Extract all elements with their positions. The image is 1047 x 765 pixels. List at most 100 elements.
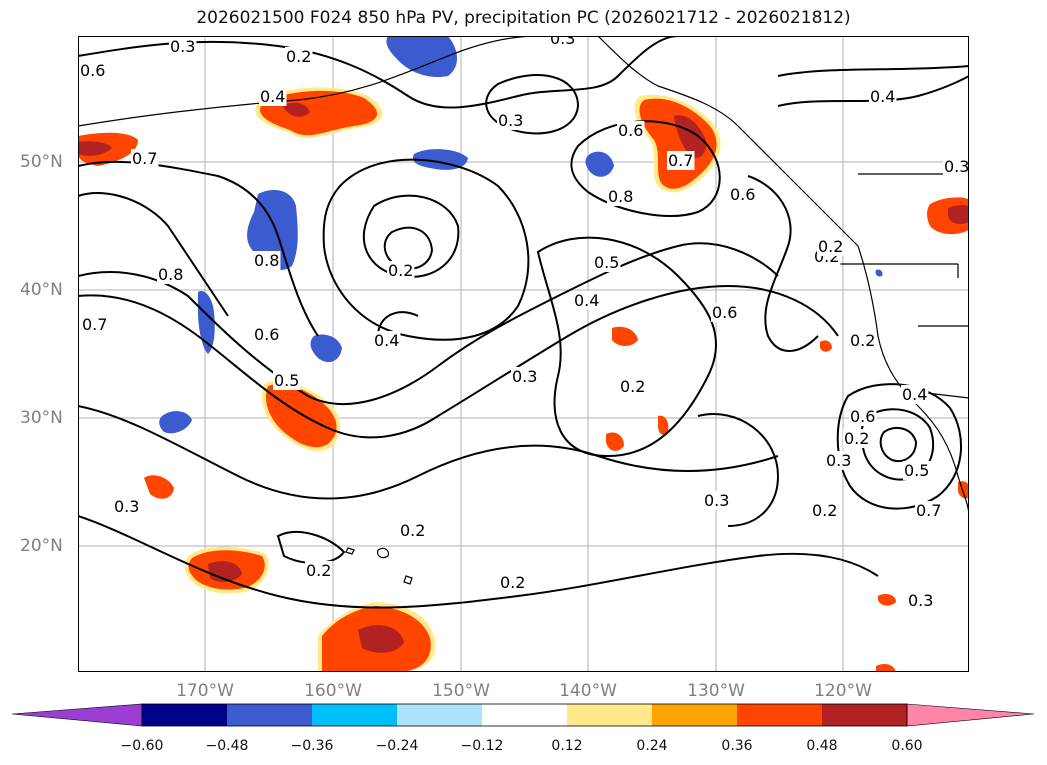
contour-label-background bbox=[811, 501, 839, 520]
precip-patch bbox=[606, 432, 624, 451]
lon-label-120w: 120°W bbox=[814, 681, 872, 701]
contour-label: 0.6 bbox=[618, 121, 643, 140]
precip-patch bbox=[878, 594, 896, 606]
colorbar-segment bbox=[227, 704, 312, 726]
colorbar-segment bbox=[567, 704, 652, 726]
contour-label: 0.8 bbox=[158, 265, 183, 284]
pv-contour bbox=[322, 158, 530, 341]
contour-label: 0.7 bbox=[668, 151, 693, 170]
colorbar-tick-label: −0.60 bbox=[120, 738, 164, 754]
contour-label-background bbox=[511, 367, 539, 386]
contour-label: 0.4 bbox=[870, 87, 895, 106]
pv-contour bbox=[276, 531, 346, 565]
contour-label: 0.8 bbox=[254, 251, 279, 270]
contour-label-background bbox=[497, 111, 525, 130]
precip-patch bbox=[948, 205, 969, 224]
contour-label-background bbox=[607, 187, 635, 206]
precip-patch bbox=[198, 290, 215, 354]
precip-patch bbox=[283, 102, 310, 117]
colorbar-tick-label: 0.60 bbox=[891, 738, 923, 754]
colorbar-tick-label: −0.36 bbox=[290, 738, 334, 754]
pv-contour bbox=[570, 120, 721, 217]
lat-label-40n: 40°N bbox=[20, 280, 63, 300]
precip-patch bbox=[612, 326, 638, 346]
contour-label-background bbox=[593, 253, 621, 272]
contour-label-background bbox=[549, 36, 577, 48]
precip-patch bbox=[958, 481, 969, 499]
colorbar-tick-label: 0.24 bbox=[636, 738, 668, 754]
precip-patch bbox=[876, 664, 896, 672]
lon-label-150w: 150°W bbox=[432, 681, 490, 701]
colorbar-segment bbox=[652, 704, 737, 726]
island bbox=[377, 547, 389, 559]
alaska-coast bbox=[78, 36, 539, 127]
contour-label-group: 0.3 0.2 0.6 0.4 0.7 0.3 0.6 0.7 0.4 0.8 … bbox=[79, 36, 969, 610]
lat-label-50n: 50°N bbox=[20, 152, 63, 172]
precip-patch bbox=[78, 141, 112, 156]
contour-label: 0.3 bbox=[512, 367, 537, 386]
precip-patch bbox=[386, 36, 458, 78]
colorbar-tick-label: −0.24 bbox=[375, 738, 419, 754]
contour-label-background bbox=[373, 331, 401, 350]
contour-label-background bbox=[869, 87, 897, 106]
contour-label: 0.3 bbox=[498, 111, 523, 130]
contour-label: 0.2 bbox=[388, 261, 413, 280]
contour-label: 0.3 bbox=[826, 451, 851, 470]
precip-patch bbox=[310, 334, 342, 363]
contour-label-background bbox=[817, 237, 845, 256]
contour-label-background bbox=[903, 461, 931, 480]
contour-label: 0.4 bbox=[574, 291, 599, 310]
contour-label: 0.5 bbox=[904, 461, 929, 480]
contour-label-background bbox=[157, 265, 185, 284]
contour-label-background bbox=[901, 385, 929, 404]
precip-patch bbox=[585, 151, 614, 177]
pv-contour bbox=[879, 426, 918, 462]
lon-label-140w: 140°W bbox=[559, 681, 617, 701]
pv-contour bbox=[485, 74, 580, 135]
colorbar-segment bbox=[822, 704, 907, 726]
contour-label-background bbox=[113, 497, 141, 516]
colorbar-tick-label: 0.36 bbox=[721, 738, 753, 754]
colorbar-high-extend bbox=[906, 703, 1035, 727]
precip-shading bbox=[78, 36, 969, 672]
pv-contour bbox=[697, 413, 780, 527]
map-area[interactable]: 0.3 0.2 0.6 0.4 0.7 0.3 0.6 0.7 0.4 0.8 … bbox=[78, 36, 969, 672]
contour-label: 0.3 bbox=[114, 497, 139, 516]
precip-patch bbox=[875, 269, 883, 277]
lat-label-30n: 30°N bbox=[20, 408, 63, 428]
pv-contour bbox=[78, 405, 779, 500]
alaska-coast bbox=[597, 36, 859, 247]
contour-label-background bbox=[273, 371, 301, 390]
contour-label: 0.2 bbox=[844, 429, 869, 448]
precip-patch bbox=[658, 415, 669, 435]
lon-label-130w: 130°W bbox=[687, 681, 745, 701]
pv-contour bbox=[363, 194, 460, 278]
contour-label-background bbox=[81, 315, 109, 334]
pv-contour bbox=[78, 192, 229, 317]
contour-label: 0.6 bbox=[712, 303, 737, 322]
contour-label-background bbox=[253, 251, 281, 270]
contour-label-background bbox=[703, 491, 731, 510]
precip-patch bbox=[260, 90, 378, 136]
contour-label: 0.7 bbox=[82, 315, 107, 334]
contour-label-background bbox=[399, 521, 427, 540]
precip-patch bbox=[820, 340, 832, 352]
contour-label-background bbox=[387, 261, 415, 280]
colorbar-tick-label: −0.48 bbox=[205, 738, 249, 754]
pv-contour bbox=[747, 175, 819, 352]
contour-label-background bbox=[169, 37, 197, 56]
colorbar-tick-label: 0.48 bbox=[806, 738, 838, 754]
contour-label: 0.4 bbox=[260, 87, 285, 106]
precip-patch bbox=[674, 115, 707, 159]
contour-label-background bbox=[667, 151, 695, 170]
contour-label: 0.8 bbox=[608, 187, 633, 206]
colorbar-segment bbox=[312, 704, 397, 726]
contour-label: 0.2 bbox=[812, 501, 837, 520]
map-title: 2026021500 F024 850 hPa PV, precipitatio… bbox=[196, 8, 851, 28]
pv-contour bbox=[536, 236, 717, 458]
pv-contour bbox=[78, 284, 839, 439]
contour-label: 0.4 bbox=[902, 385, 927, 404]
contour-label: 0.5 bbox=[594, 253, 619, 272]
pv-contour bbox=[777, 75, 969, 107]
contour-label-background bbox=[825, 451, 853, 470]
